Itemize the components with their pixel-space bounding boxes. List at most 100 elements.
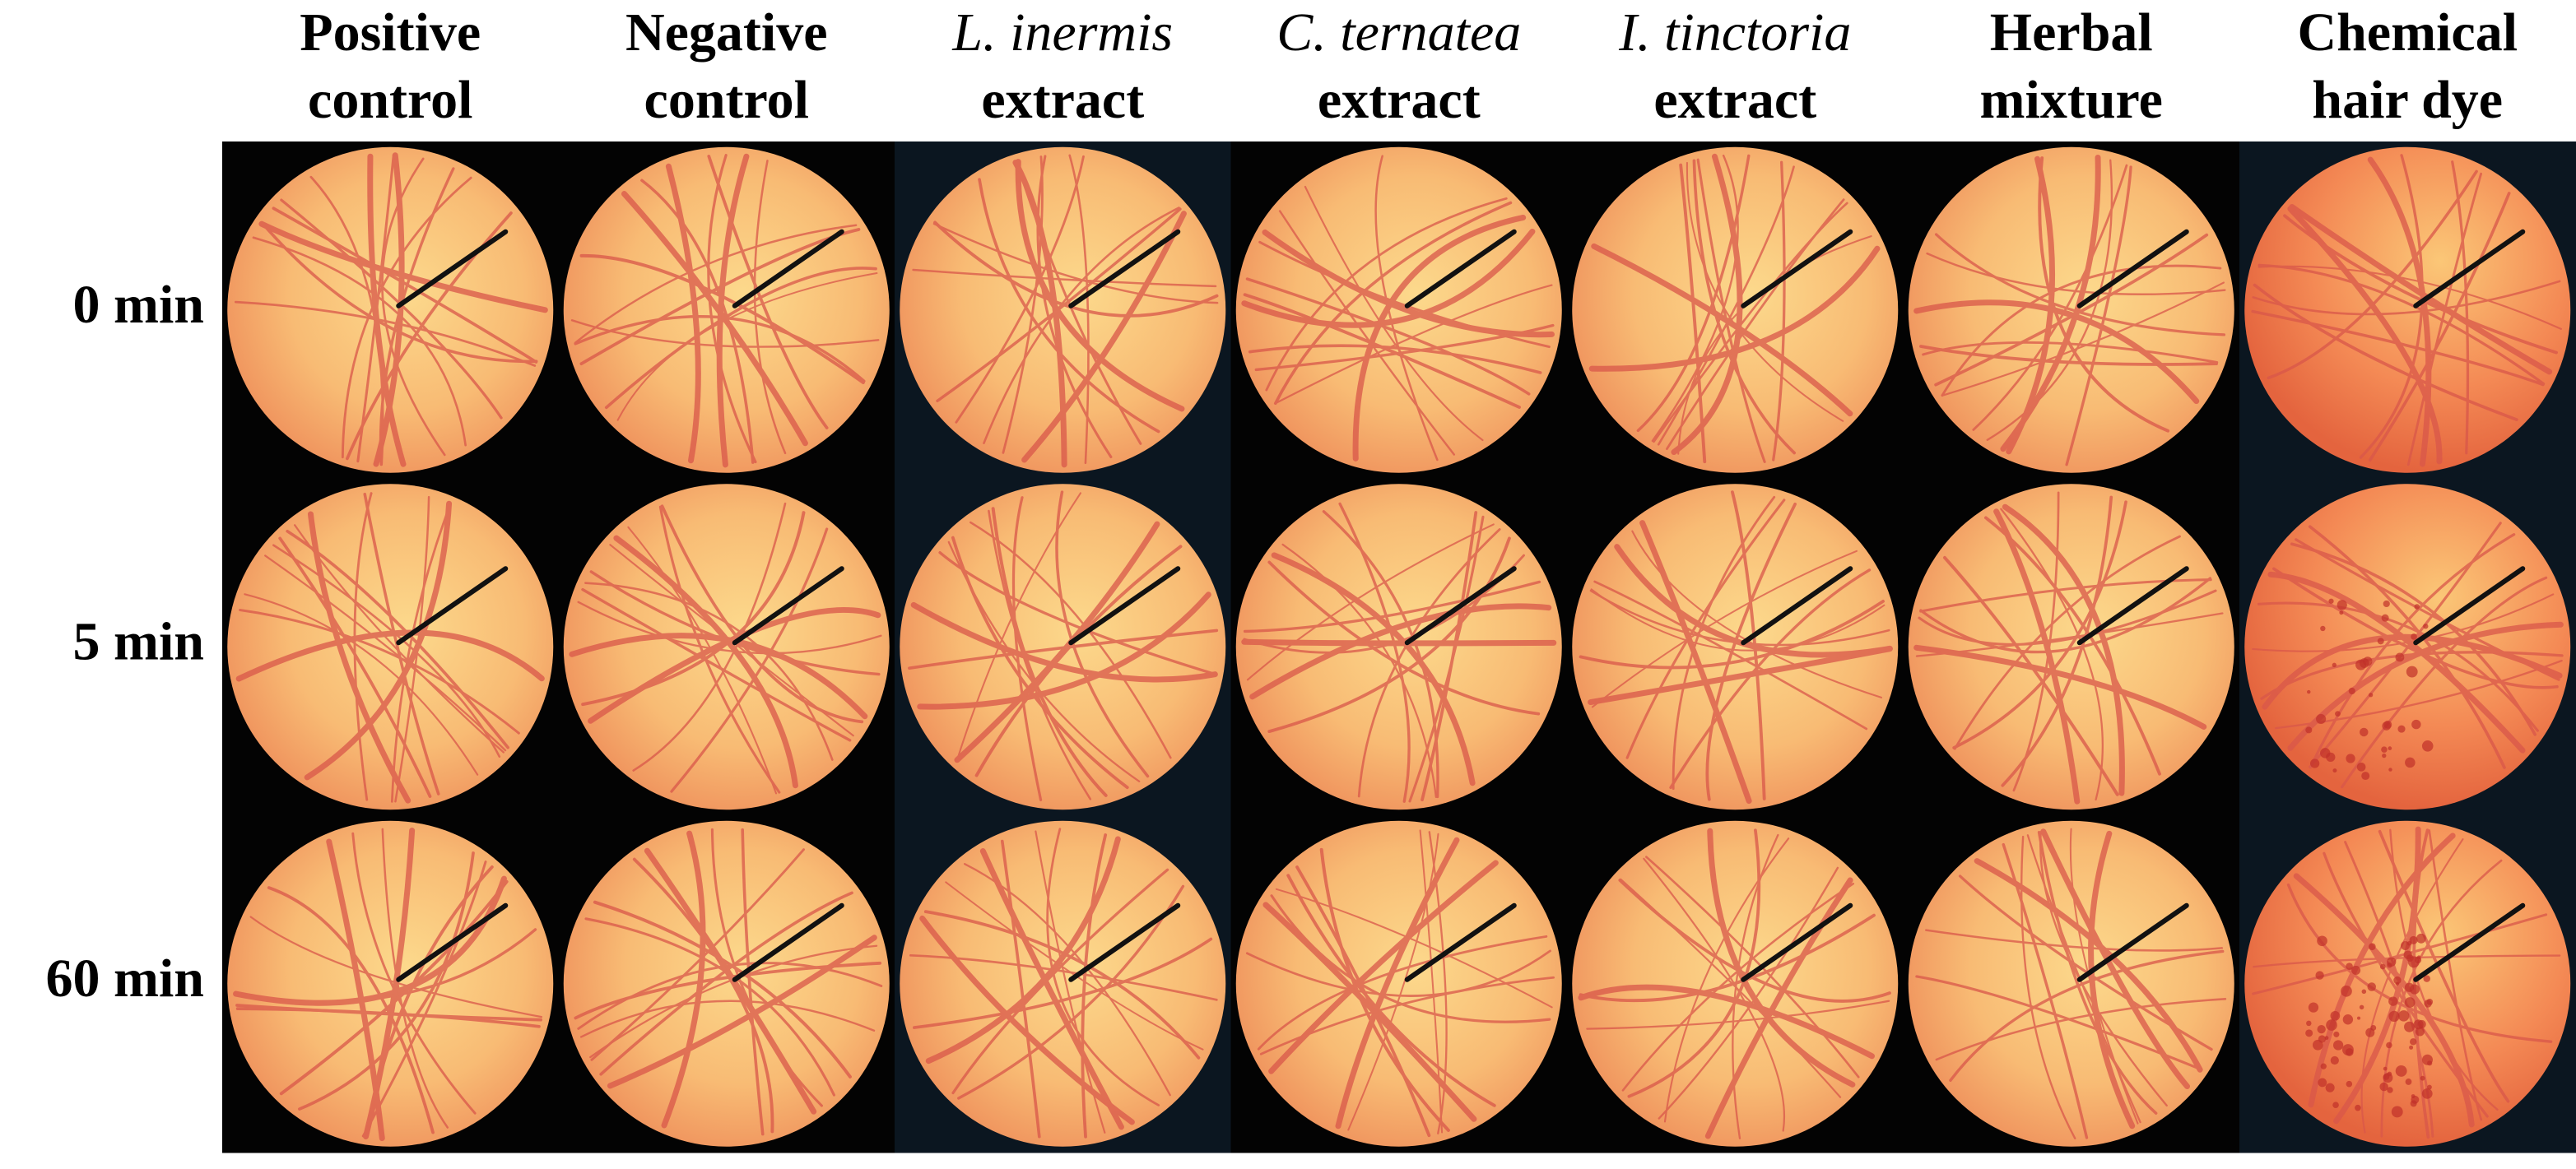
hemorrhage-spot xyxy=(2320,1063,2327,1069)
vessel xyxy=(267,886,435,1134)
vessel xyxy=(1919,578,2212,613)
hemorrhage-spot xyxy=(2337,600,2347,610)
vessel xyxy=(609,544,854,737)
row-label: 5 min xyxy=(72,611,204,671)
column-header: I. tinctoria xyxy=(1618,2,1851,63)
vessel xyxy=(1913,644,2207,730)
vessel xyxy=(2040,828,2191,1090)
vessel xyxy=(577,962,883,1030)
hemorrhage-spot xyxy=(2351,965,2361,975)
egg-membrane xyxy=(2244,146,2571,473)
hemorrhage-spot xyxy=(2403,950,2413,959)
vessel xyxy=(1273,201,1513,406)
vessel xyxy=(1731,490,1766,800)
vessel xyxy=(1645,856,1860,1079)
vessel xyxy=(616,272,878,421)
vessel xyxy=(1246,523,1495,681)
vessel xyxy=(1972,164,2128,431)
vessel xyxy=(1268,860,1499,1074)
hemorrhage-spot xyxy=(2363,656,2373,666)
vessel xyxy=(2309,533,2516,769)
vessel xyxy=(1055,490,1150,778)
vessel xyxy=(1621,882,1855,1092)
vessel xyxy=(1919,345,2218,366)
hemorrhage-spot xyxy=(2317,1024,2326,1034)
vessel xyxy=(908,629,1219,670)
vessel xyxy=(1686,161,1844,422)
vessel xyxy=(264,554,507,752)
hemorrhage-spot xyxy=(2427,1060,2433,1066)
vessel xyxy=(574,314,866,383)
hemorrhage-spot xyxy=(2377,638,2384,645)
vessel xyxy=(1428,831,1448,1134)
hemorrhage-spot xyxy=(2332,768,2337,773)
hemorrhage-spot xyxy=(2326,752,2336,762)
egg-membrane xyxy=(1572,146,1899,473)
vessel xyxy=(278,536,432,798)
needle xyxy=(1068,229,1181,308)
vessel xyxy=(2286,883,2553,1043)
vessel xyxy=(957,884,1185,1100)
needle xyxy=(732,566,844,646)
hemorrhage-spot xyxy=(2356,763,2366,772)
hemorrhage-spot xyxy=(2409,984,2420,995)
vessel xyxy=(249,916,543,1018)
hemorrhage-spot xyxy=(2381,746,2388,753)
blood-vessels xyxy=(569,502,882,795)
hemorrhage-spot xyxy=(2315,971,2324,980)
needle xyxy=(396,566,509,646)
vessel xyxy=(2359,154,2424,459)
vessel xyxy=(1614,544,1893,658)
vessel xyxy=(1374,155,1439,462)
hemorrhage-spot xyxy=(2346,1080,2353,1088)
vessel xyxy=(2341,576,2548,789)
hemorrhage-spot xyxy=(2404,1021,2415,1032)
needle xyxy=(2076,229,2189,308)
column-header: extract xyxy=(1318,70,1481,130)
hemorrhage-spot xyxy=(2325,1083,2335,1092)
vessel xyxy=(1679,163,1707,464)
vessel xyxy=(933,220,1219,318)
vessel xyxy=(2360,838,2464,1134)
column-header: Herbal xyxy=(1990,2,2153,63)
vessel xyxy=(1934,233,2209,387)
hemorrhage-spot xyxy=(2357,1016,2361,1020)
vessel xyxy=(293,524,505,754)
vessel xyxy=(1915,612,2224,657)
hemorrhage-spot xyxy=(2387,1087,2393,1093)
vessel xyxy=(741,828,765,1136)
blood-vessels xyxy=(1245,829,1555,1138)
hemorrhage-spot xyxy=(2361,989,2367,995)
vessel xyxy=(910,601,1218,683)
hemorrhage-spot xyxy=(2405,757,2416,768)
hemorrhage-spot xyxy=(2397,1010,2410,1022)
vessel xyxy=(1271,552,1476,786)
hemorrhage-spot xyxy=(2416,933,2426,944)
hemorrhage-spot xyxy=(2388,996,2398,1006)
vessel xyxy=(1319,847,1450,1132)
hemorrhage-spot xyxy=(2307,689,2311,694)
vessel xyxy=(574,961,882,1020)
hemorrhage-spot xyxy=(2395,652,2405,662)
hemorrhage-spot xyxy=(2348,687,2355,695)
hemorrhage-spot xyxy=(2339,610,2344,615)
vessel xyxy=(2020,835,2076,1139)
vessel xyxy=(978,178,1160,434)
vessel xyxy=(1643,857,1786,1132)
vessel xyxy=(1934,233,2226,336)
vessel xyxy=(579,253,865,385)
vessel xyxy=(2026,834,2141,1124)
vessel xyxy=(1249,603,1552,700)
hemorrhage-spot xyxy=(2421,1088,2433,1099)
hemorrhage-spot xyxy=(2309,758,2320,768)
labels: Positive control Negative control L. inermis… xyxy=(45,2,2518,1009)
vessel xyxy=(913,937,1213,1029)
vessel xyxy=(627,526,778,795)
vessel xyxy=(658,505,781,794)
vessel xyxy=(234,300,537,367)
hemorrhage-spot xyxy=(2333,1031,2340,1037)
vessel xyxy=(2253,954,2561,968)
vessel xyxy=(2290,542,2537,736)
hemorrhage-spot xyxy=(2305,726,2313,734)
hemorrhage-spot xyxy=(2345,1048,2354,1056)
